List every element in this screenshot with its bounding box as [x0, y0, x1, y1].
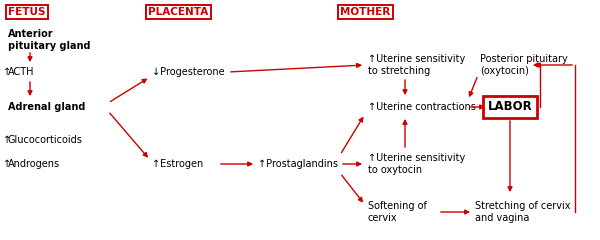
Text: Stretching of cervix
and vagina: Stretching of cervix and vagina [475, 201, 571, 223]
Text: MOTHER: MOTHER [340, 7, 390, 17]
Text: ↑: ↑ [3, 135, 11, 145]
Text: Softening of
cervix: Softening of cervix [368, 201, 427, 223]
Text: Adrenal gland: Adrenal gland [8, 102, 85, 112]
Text: ↑Uterine sensitivity
to stretching: ↑Uterine sensitivity to stretching [368, 54, 465, 76]
Text: LABOR: LABOR [488, 101, 532, 114]
Text: ↑Uterine contractions: ↑Uterine contractions [368, 102, 476, 112]
Text: ↑Estrogen: ↑Estrogen [152, 159, 203, 169]
Text: ↑Prostaglandins: ↑Prostaglandins [258, 159, 338, 169]
Text: ↑: ↑ [3, 67, 11, 77]
Text: Anterior
pituitary gland: Anterior pituitary gland [8, 29, 91, 51]
Text: PLACENTA: PLACENTA [148, 7, 208, 17]
Text: Androgens: Androgens [8, 159, 60, 169]
Text: ↑Uterine sensitivity
to oxytocin: ↑Uterine sensitivity to oxytocin [368, 153, 465, 175]
Text: Posterior pituitary
(oxytocin): Posterior pituitary (oxytocin) [480, 54, 568, 76]
Text: Glucocorticoids: Glucocorticoids [8, 135, 83, 145]
Text: ↑: ↑ [3, 159, 11, 169]
Text: ↓Progesterone: ↓Progesterone [152, 67, 224, 77]
Text: ACTH: ACTH [8, 67, 35, 77]
Text: FETUS: FETUS [8, 7, 46, 17]
